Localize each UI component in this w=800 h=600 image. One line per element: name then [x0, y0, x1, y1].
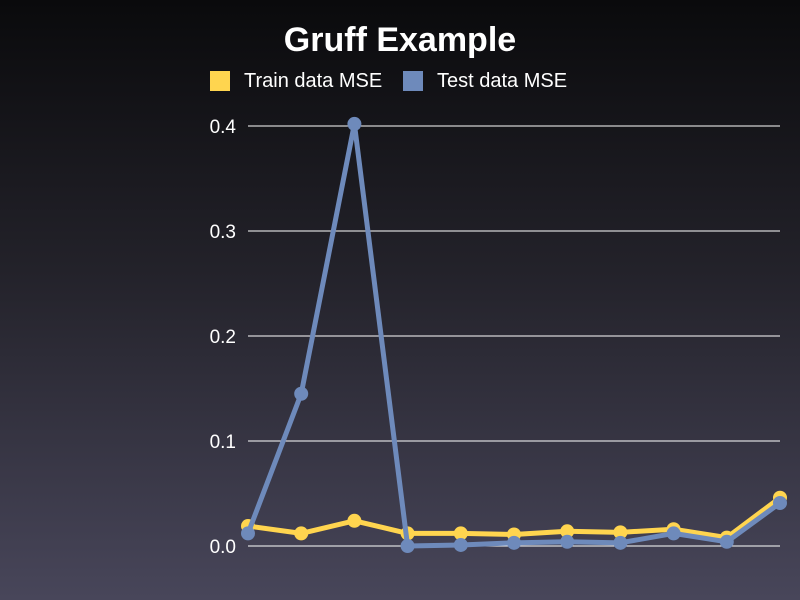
- series: [241, 116, 787, 553]
- legend-label-test: Test data MSE: [437, 69, 568, 92]
- y-tick-label-0: 0.0: [210, 537, 236, 558]
- series-1: [241, 116, 787, 553]
- series-1-point-1: [294, 386, 309, 401]
- series-1-point-8: [666, 526, 681, 541]
- series-0-point-6: [560, 524, 575, 539]
- series-0-point-4: [453, 526, 468, 541]
- series-line-1: [245, 121, 782, 549]
- y-tick-label-2: 0.2: [210, 327, 236, 348]
- grid: [248, 125, 780, 547]
- series-1-point-2: [347, 116, 362, 131]
- legend-swatch-test: [403, 71, 423, 91]
- chart-title: Gruff Example: [283, 21, 517, 59]
- series-0-point-7: [613, 525, 628, 540]
- legend-item-test: Test data MSE: [403, 68, 567, 94]
- y-axis-ticks: 0.0 0.1 0.2 0.3 0.4: [210, 117, 237, 558]
- series-1-point-6: [560, 534, 575, 549]
- y-tick-label-3: 0.3: [210, 222, 236, 243]
- series-0-point-2: [347, 513, 362, 528]
- series-1-point-0: [241, 526, 255, 541]
- y-tick-label-4: 0.4: [210, 117, 237, 138]
- series-1-point-9: [719, 534, 734, 549]
- series-1-point-3: [400, 539, 415, 553]
- legend: Train data MSE Test data MSE: [0, 68, 800, 94]
- legend-label-train: Train data MSE: [244, 69, 383, 92]
- series-1-point-5: [507, 535, 521, 550]
- series-1-point-4: [453, 537, 468, 552]
- y-tick-label-1: 0.1: [210, 432, 236, 453]
- series-1-point-7: [613, 535, 628, 550]
- legend-item-train: Train data MSE: [210, 68, 382, 94]
- series-0-point-1: [294, 526, 309, 541]
- series-1-point-10: [773, 495, 787, 510]
- legend-swatch-train: [210, 71, 230, 91]
